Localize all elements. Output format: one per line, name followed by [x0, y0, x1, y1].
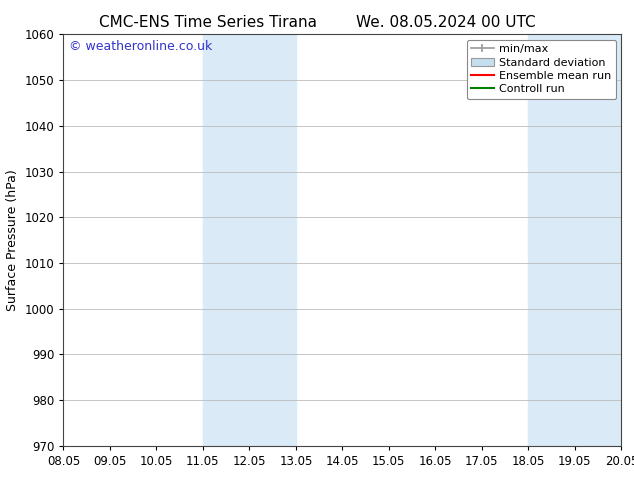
Bar — [203, 34, 296, 446]
Text: CMC-ENS Time Series Tirana        We. 08.05.2024 00 UTC: CMC-ENS Time Series Tirana We. 08.05.202… — [99, 15, 535, 30]
Legend: min/max, Standard deviation, Ensemble mean run, Controll run: min/max, Standard deviation, Ensemble me… — [467, 40, 616, 99]
Text: © weatheronline.co.uk: © weatheronline.co.uk — [69, 41, 212, 53]
Bar — [528, 34, 621, 446]
Y-axis label: Surface Pressure (hPa): Surface Pressure (hPa) — [6, 169, 19, 311]
